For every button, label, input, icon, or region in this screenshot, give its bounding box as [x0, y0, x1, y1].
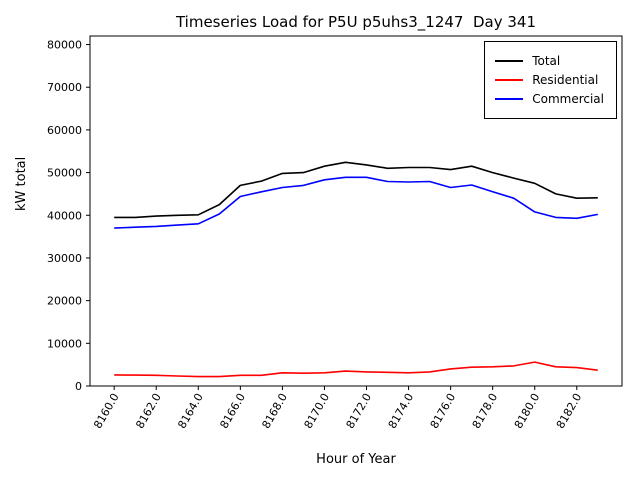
x-tick-label: 8174.0	[386, 391, 417, 431]
x-tick-label: 8176.0	[428, 391, 459, 431]
series-line-total	[114, 161, 598, 219]
x-tick-label: 8168.0	[259, 391, 290, 431]
series-line-residential	[114, 361, 598, 378]
y-tick-label: 70000	[47, 81, 82, 94]
legend-item-commercial: Commercial	[495, 92, 604, 106]
x-tick-label: 8162.0	[133, 391, 164, 431]
total-line-swatch	[495, 60, 524, 62]
residential-line-swatch	[495, 79, 524, 81]
x-tick-label: 8160.0	[91, 391, 122, 431]
y-tick-label: 30000	[47, 252, 82, 265]
legend: Total Residential Commercial	[484, 41, 617, 119]
x-tick-label: 8180.0	[512, 391, 543, 431]
y-tick-label: 0	[75, 380, 82, 393]
x-tick-label: 8166.0	[217, 391, 248, 431]
x-tick-label: 8164.0	[175, 391, 206, 431]
series-line-commercial	[114, 176, 598, 229]
y-tick-label: 40000	[47, 209, 82, 222]
y-tick-label: 60000	[47, 124, 82, 137]
chart-title: Timeseries Load for P5U p5uhs3_1247 Day …	[175, 13, 537, 31]
axes-box	[89, 35, 623, 387]
legend-item-residential: Residential	[495, 73, 604, 87]
legend-label-residential: Residential	[532, 73, 599, 87]
x-tick-label: 8172.0	[344, 391, 375, 431]
legend-label-total: Total	[532, 54, 561, 68]
legend-item-total: Total	[495, 54, 604, 68]
legend-label-commercial: Commercial	[532, 92, 604, 106]
y-tick-label: 10000	[47, 337, 82, 350]
x-axis-label: Hour of Year	[316, 452, 396, 467]
x-tick-label: 8178.0	[470, 391, 501, 431]
y-tick-label: 50000	[47, 167, 82, 180]
x-tick-label: 8170.0	[302, 391, 333, 431]
y-tick-label: 80000	[47, 39, 82, 52]
y-tick-label: 20000	[47, 295, 82, 308]
commercial-line-swatch	[495, 98, 524, 100]
x-tick-label: 8182.0	[554, 391, 585, 431]
